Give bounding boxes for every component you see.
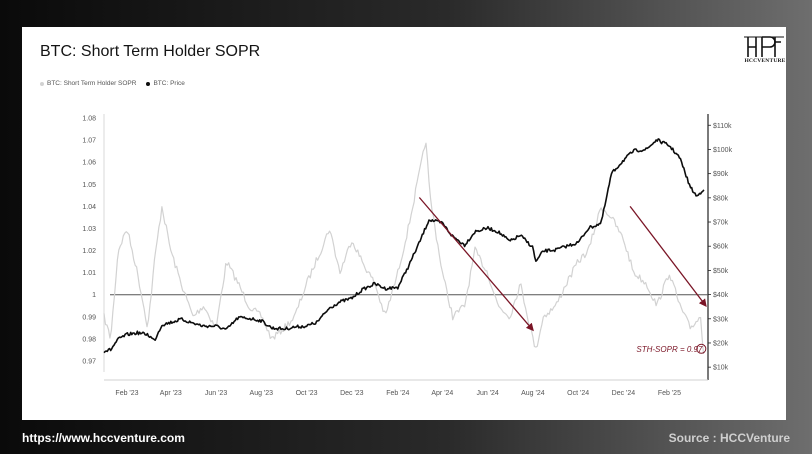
x-tick-label: Aug '24 xyxy=(521,390,545,397)
y-left-tick-label: 1.06 xyxy=(82,160,96,167)
footer-url[interactable]: https://www.hccventure.com xyxy=(22,431,185,445)
x-tick-label: Feb '25 xyxy=(658,390,681,397)
x-tick-label: Dec '24 xyxy=(612,390,636,397)
x-tick-label: Oct '24 xyxy=(567,390,589,397)
y-right-tick-label: $90k xyxy=(713,171,729,178)
trend-arrow xyxy=(629,205,707,307)
y-left-tick-label: 0.99 xyxy=(82,314,96,321)
legend-item-sopr: BTC: Short Term Holder SOPR xyxy=(40,80,136,87)
y-left-tick-label: 1.03 xyxy=(82,226,96,233)
y-left-tick-label: 1.08 xyxy=(82,116,96,123)
x-tick-label: Oct '23 xyxy=(296,390,318,397)
x-tick-label: Apr '23 xyxy=(160,390,182,397)
y-left-tick-label: 1.01 xyxy=(82,270,96,277)
legend-label-price: BTC: Price xyxy=(153,80,185,87)
y-right-tick-label: $100k xyxy=(713,147,733,154)
footer-source: Source : HCCVenture xyxy=(668,431,790,445)
y-right-tick-label: $80k xyxy=(713,195,729,202)
y-left-tick-label: 1.04 xyxy=(82,204,96,211)
sopr-series-line xyxy=(103,142,705,355)
y-right-tick-label: $110k xyxy=(713,123,732,130)
chart-plot: 0.97 0.98 0.99 1 1.01 1.02 1.03 1.04 1.05 1.06 1.0… xyxy=(82,114,733,397)
legend-label-sopr: BTC: Short Term Holder SOPR xyxy=(47,80,137,87)
y-right-tick-label: $70k xyxy=(713,220,729,227)
x-tick-label: Jun '23 xyxy=(205,390,227,397)
hcc-logo-icon xyxy=(744,36,784,57)
chart-legend: BTC: Short Term Holder SOPR BTC: Price xyxy=(40,80,185,87)
y-left-tick-label: 0.98 xyxy=(82,336,96,343)
sth-sopr-annotation: STH-SOPR = 0.97 xyxy=(636,345,703,354)
y-right-tick-label: $50k xyxy=(713,268,729,275)
trend-arrow xyxy=(418,197,534,332)
chart-card: BTC: Short Term Holder SOPR HCCVENTURE B… xyxy=(22,27,786,420)
x-tick-label: Aug '23 xyxy=(250,390,274,397)
y-right-tick-label: $10k xyxy=(713,365,729,372)
legend-item-price: BTC: Price xyxy=(146,80,185,87)
current-value-circle xyxy=(696,343,707,354)
x-tick-label: Feb '23 xyxy=(115,390,138,397)
x-tick-label: Apr '24 xyxy=(431,390,453,397)
y-right-tick-label: $40k xyxy=(713,292,729,299)
x-tick-label: Feb '24 xyxy=(386,390,409,397)
legend-marker-price xyxy=(146,81,151,86)
y-right-tick-label: $60k xyxy=(713,244,729,251)
y-left-tick-label: 1.07 xyxy=(82,138,96,145)
x-tick-label: Jun '24 xyxy=(476,390,498,397)
chart-title: BTC: Short Term Holder SOPR xyxy=(40,43,261,60)
legend-marker-sopr xyxy=(40,81,44,86)
y-right-tick-label: $30k xyxy=(713,316,729,323)
logo-wordmark: HCCVENTURE xyxy=(744,58,786,64)
y-left-tick-label: 1.02 xyxy=(82,248,96,255)
price-series-line xyxy=(103,138,705,354)
y-left-tick-label: 1.05 xyxy=(82,182,96,189)
x-tick-label: Dec '23 xyxy=(340,390,364,397)
y-left-tick-label: 0.97 xyxy=(82,358,96,365)
y-left-tick-label: 1 xyxy=(92,292,96,299)
y-right-tick-label: $20k xyxy=(713,340,729,347)
